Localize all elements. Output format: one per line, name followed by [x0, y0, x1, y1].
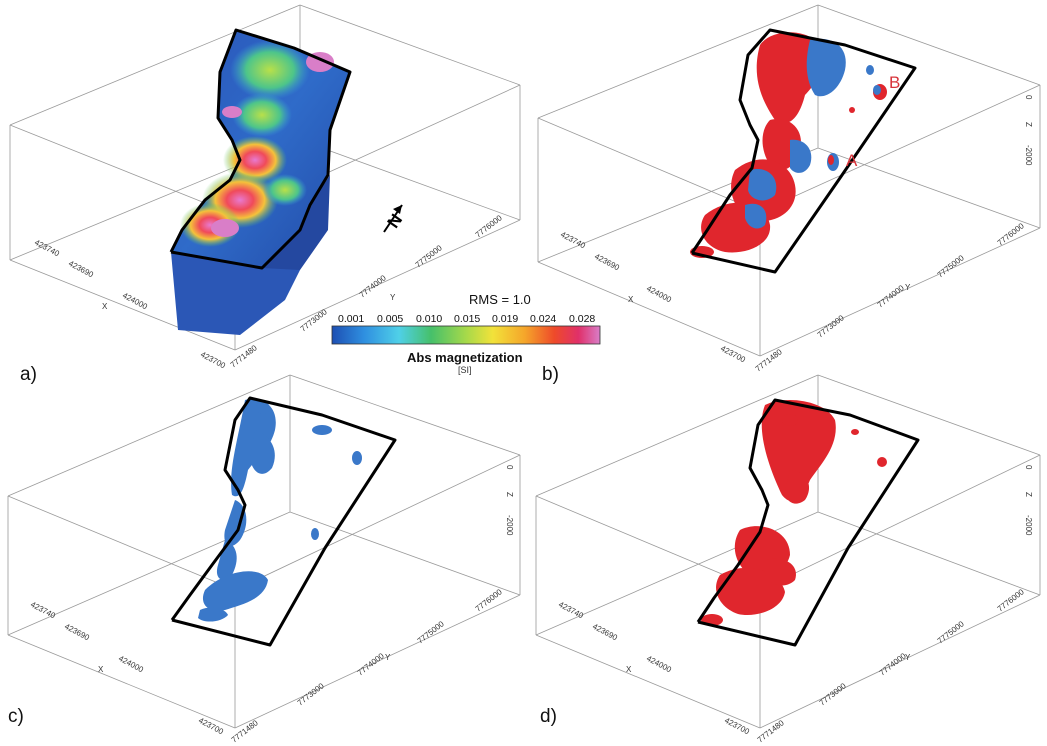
survey-outline-d: [696, 398, 920, 647]
x-tick-2: 423690: [593, 252, 621, 273]
x-axis-label: X: [102, 302, 108, 311]
colorbar-tick-7: 0.028: [569, 313, 595, 325]
colorbar: RMS = 1.0 0.001 0.005 0.010 0.015 0.019 …: [331, 292, 601, 375]
colorbar-tick-4: 0.015: [454, 313, 480, 325]
iso-bodies-b: [690, 32, 887, 258]
panel-d: 423740 423690 X 424000 423700 7771480 77…: [535, 374, 1041, 745]
z-tick-2: -2000: [505, 515, 514, 536]
y-tick-1: 7771480: [229, 343, 260, 370]
x-tick-4: 423700: [197, 716, 225, 737]
y-tick-5: 7776000: [996, 221, 1027, 248]
y-tick-4: 7775000: [936, 253, 967, 280]
x-tick-2: 423690: [67, 259, 95, 280]
y-tick-2: 7773000: [816, 313, 847, 340]
x-tick-3: 424000: [645, 654, 673, 675]
iso-bodies-c: [198, 398, 362, 622]
x-tick-4: 423700: [719, 344, 747, 365]
colorbar-title: Abs magnetization: [407, 350, 523, 365]
y-tick-2: 7773000: [296, 681, 327, 708]
panel-label-d: d): [540, 706, 557, 727]
x-tick-4: 423700: [199, 350, 227, 371]
x-axis-label: X: [628, 295, 634, 304]
y-tick-3: 7774000: [878, 651, 909, 678]
z-axis-label: Z: [1024, 122, 1033, 127]
z-tick-2: -2000: [1024, 145, 1033, 166]
z-tick-2: -2000: [1024, 515, 1033, 536]
panel-b: A B 423740 423690 X 424000 423700 777148…: [537, 4, 1041, 385]
colorbar-tick-5: 0.019: [492, 313, 518, 325]
x-tick-3: 424000: [645, 284, 673, 305]
y-tick-5: 7776000: [474, 213, 505, 240]
y-tick-4: 7775000: [416, 619, 447, 646]
panel-label-a: a): [20, 364, 37, 385]
panel-label-c: c): [8, 706, 24, 727]
north-arrow: N: [383, 204, 406, 233]
colorbar-tick-1: 0.001: [338, 313, 364, 325]
colorbar-tick-3: 0.010: [416, 313, 442, 325]
y-tick-3: 7774000: [358, 273, 389, 300]
x-tick-1: 423740: [29, 600, 57, 621]
z-tick-1: 0: [1024, 95, 1033, 100]
colorbar-tick-2: 0.005: [377, 313, 403, 325]
z-axis-label: Z: [1024, 492, 1033, 497]
x-axis-label: X: [626, 665, 632, 674]
rms-label: RMS = 1.0: [469, 292, 531, 307]
x-tick-3: 424000: [121, 291, 149, 312]
x-tick-2: 423690: [591, 622, 619, 643]
panel-a: N 423740 423690 X 424000 423700 7771480 …: [9, 4, 601, 385]
y-tick-5: 7776000: [996, 587, 1027, 614]
bounding-box-b: [537, 4, 1041, 357]
y-tick-3: 7774000: [356, 651, 387, 678]
survey-outline-a: [169, 28, 352, 270]
y-tick-2: 7773000: [818, 681, 849, 708]
magnetization-block: [171, 30, 350, 335]
y-axis-label: Y: [390, 293, 396, 302]
y-tick-2: 7773000: [299, 307, 330, 334]
y-tick-1: 7771480: [754, 347, 785, 374]
survey-outline-b: [690, 28, 917, 274]
panel-label-b: b): [542, 364, 559, 385]
x-tick-1: 423740: [557, 600, 585, 621]
colorbar-tick-6: 0.024: [530, 313, 556, 325]
y-tick-1: 7771480: [230, 718, 261, 745]
z-tick-1: 0: [505, 465, 514, 470]
x-axis-label: X: [98, 665, 104, 674]
colorbar-unit: [SI]: [458, 365, 472, 375]
target-label-b: B: [889, 73, 900, 92]
target-label-a: A: [846, 151, 858, 170]
z-axis-label: Z: [505, 492, 514, 497]
y-axis-label: Y: [905, 653, 911, 662]
colorbar-gradient: [331, 325, 601, 345]
z-tick-1: 0: [1024, 465, 1033, 470]
survey-outline-c: [170, 396, 397, 647]
panel-c: 423740 423690 X 424000 423700 7771480 77…: [7, 374, 521, 745]
y-axis-label: Y: [905, 283, 911, 292]
x-tick-3: 424000: [117, 654, 145, 675]
y-axis-label: Y: [385, 653, 391, 662]
bounding-box-c: [7, 374, 521, 729]
y-tick-3: 7774000: [876, 283, 907, 310]
x-tick-2: 423690: [63, 622, 91, 643]
iso-bodies-d: [701, 400, 887, 626]
